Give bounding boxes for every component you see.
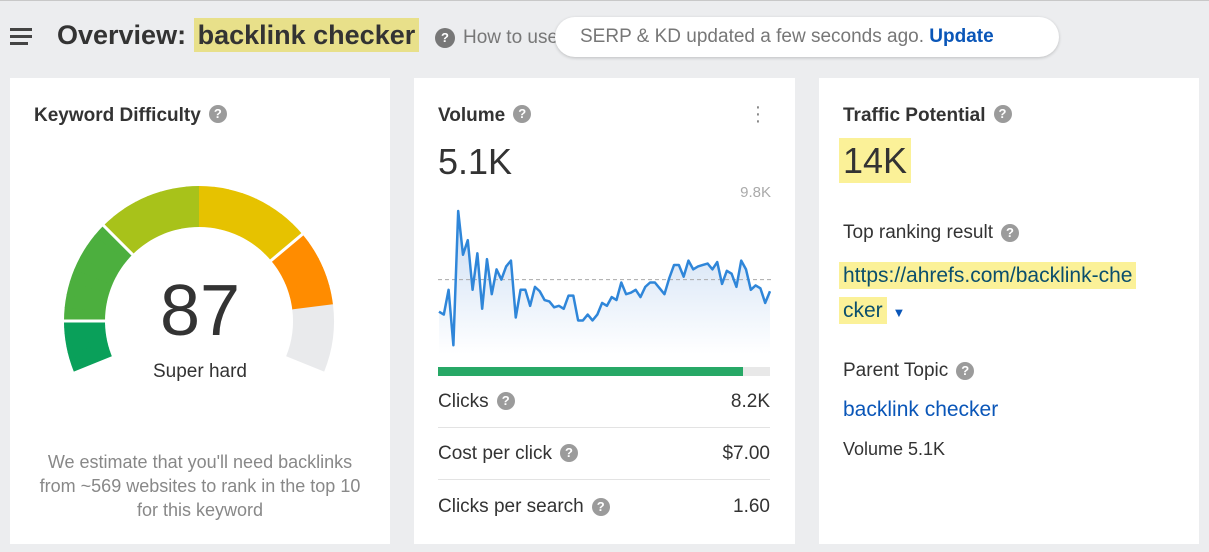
gauge-segment: [256, 213, 293, 254]
gauge-segment: [247, 205, 282, 247]
gauge-segment: [172, 186, 191, 229]
volume-title: Volume?: [438, 105, 532, 127]
page-title: Overview: backlink checker: [57, 18, 420, 52]
help-icon[interactable]: ?: [1000, 223, 1019, 242]
volume-max-label: 9.8K: [740, 184, 771, 201]
gauge-segment: [64, 329, 106, 341]
top-ranking-url[interactable]: https://ahrefs.com/backlink-che cker ▼: [839, 258, 1199, 330]
parent-topic-volume: Volume 5.1K: [843, 439, 946, 459]
gauge-segment: [86, 234, 127, 269]
gauge-segment: [219, 189, 244, 233]
gauge-segment: [229, 193, 257, 237]
parent-topic-link[interactable]: backlink checker: [843, 398, 999, 421]
gauge-segment: [103, 216, 140, 255]
trend-line: [438, 209, 771, 347]
gauge-segment: [264, 223, 303, 261]
gauge-segment: [74, 256, 117, 286]
metric-clicks-per-search: Clicks per search? 1.60: [438, 481, 770, 533]
help-icon[interactable]: ?: [208, 105, 227, 124]
help-icon[interactable]: ?: [993, 105, 1012, 124]
traffic-potential-card: Traffic Potential? 14K Top ranking resul…: [819, 78, 1199, 544]
gauge-segment: [289, 285, 332, 304]
help-icon[interactable]: ?: [956, 361, 975, 380]
more-vertical-icon[interactable]: · · ·: [754, 96, 762, 132]
help-icon[interactable]: ?: [513, 105, 532, 124]
gauge-segment: [69, 347, 111, 366]
gauge-segment: [67, 342, 109, 360]
metric-value: 8.2K: [730, 390, 770, 412]
gauge-segment: [159, 188, 182, 232]
trend-area: [439, 211, 770, 354]
keyword-highlight: backlink checker: [193, 18, 420, 52]
gauge-segment: [285, 267, 327, 291]
gauge-segment: [79, 245, 122, 277]
top-ranking-text: Top ranking result: [843, 222, 993, 243]
update-button[interactable]: Update: [929, 26, 994, 47]
gauge-segment: [238, 198, 270, 241]
gauge-segment: [113, 208, 148, 249]
gauge-segment: [135, 196, 164, 239]
kd-label: Super hard: [152, 361, 247, 382]
metric-clicks: Clicks? 8.2K: [438, 376, 770, 428]
gauge-divider: [101, 223, 135, 257]
help-icon: ?: [435, 27, 455, 48]
url-line-1[interactable]: https://ahrefs.com/backlink-che: [839, 262, 1137, 289]
gauge-segment: [66, 281, 110, 303]
gauge-segment: [271, 234, 309, 267]
tp-value: 14K: [839, 138, 912, 183]
volume-trend-chart: [438, 209, 771, 354]
kd-title: Keyword Difficulty?: [34, 105, 227, 127]
metric-value: 1.60: [733, 496, 770, 517]
gauge-remaining: [286, 304, 335, 372]
volume-card: Volume? · · · 5.1K 9.8K Clicks? 8.2K Cost p…: [414, 78, 795, 544]
tp-title: Traffic Potential?: [843, 105, 1012, 127]
gauge-divider: [269, 232, 305, 263]
gauge-segment: [69, 268, 113, 294]
kd-title-text: Keyword Difficulty: [34, 105, 201, 126]
gauge-segment: [147, 191, 173, 235]
metric-cpc: Cost per click? $7.00: [438, 428, 770, 480]
gauge-segment: [65, 334, 107, 347]
how-to-use-link[interactable]: ? How to use: [435, 27, 560, 49]
top-ranking-label: Top ranking result?: [843, 222, 1019, 244]
title-prefix: Overview:: [57, 20, 187, 50]
gauge-segment: [275, 241, 315, 272]
kd-gauge: [63, 186, 335, 372]
how-to-label: How to use: [463, 27, 559, 48]
gauge-segment: [287, 276, 330, 297]
metric-label: Clicks per search: [438, 496, 584, 517]
gauge-segment: [71, 351, 112, 372]
url-line-2[interactable]: cker: [839, 297, 887, 324]
gauge-segment: [209, 186, 229, 230]
volume-value: 5.1K: [438, 141, 513, 182]
gauge-segment: [185, 186, 200, 228]
gauge-segment: [94, 225, 133, 262]
gauge-segment: [282, 258, 324, 284]
gauge-segment: [278, 249, 319, 278]
update-toast: SERP & KD updated a few seconds ago. Upd…: [555, 17, 1059, 57]
kd-estimate: We estimate that you'll need backlinks f…: [39, 452, 361, 520]
gauge-segment: [64, 325, 106, 334]
parent-topic-text: Parent Topic: [843, 360, 949, 381]
keyword-difficulty-card: Keyword Difficulty? 87 Super hard We est…: [10, 78, 390, 544]
metric-label: Clicks: [438, 390, 489, 412]
clicks-bar-fill: [438, 367, 744, 376]
toast-text: SERP & KD updated a few seconds ago.: [580, 26, 924, 47]
help-icon[interactable]: ?: [560, 444, 579, 463]
volume-title-text: Volume: [438, 105, 506, 126]
gauge-segment: [64, 293, 107, 312]
help-icon[interactable]: ?: [496, 392, 515, 411]
dropdown-triangle-icon[interactable]: ▼: [892, 305, 906, 320]
metric-value: $7.00: [722, 442, 770, 464]
help-icon[interactable]: ?: [591, 497, 610, 516]
gauge-segment: [123, 201, 156, 243]
parent-topic-label: Parent Topic?: [843, 360, 975, 382]
menu-icon[interactable]: [10, 28, 32, 46]
kd-score: 87: [159, 271, 241, 351]
tp-title-text: Traffic Potential: [843, 105, 986, 126]
gauge-segment: [66, 338, 108, 354]
metric-label: Cost per click: [438, 442, 553, 464]
clicks-bar: [438, 367, 770, 376]
